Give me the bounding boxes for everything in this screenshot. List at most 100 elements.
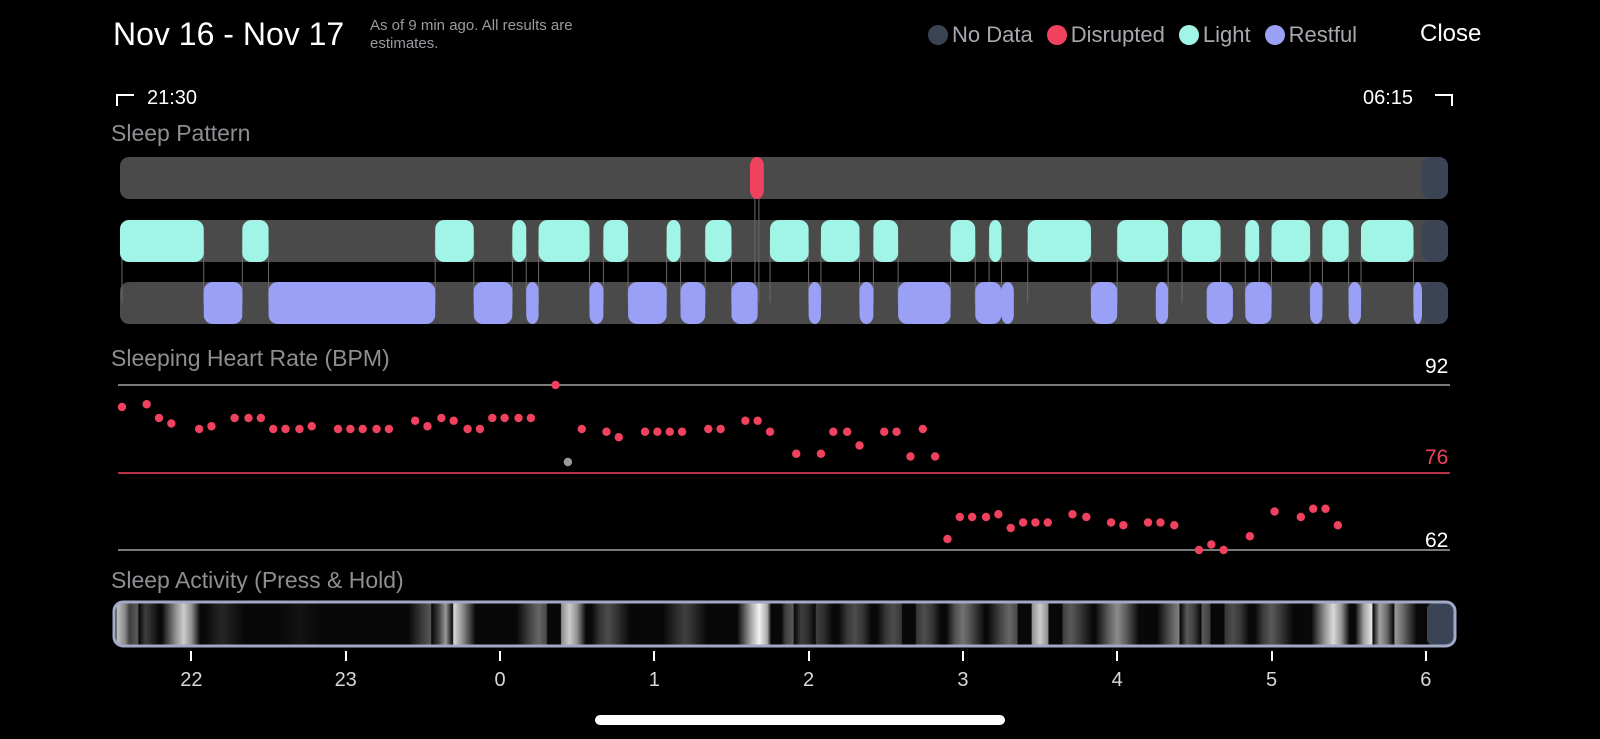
pattern-segment-light <box>242 220 269 262</box>
pattern-segment-light <box>1245 220 1260 262</box>
axis-tick-label: 2 <box>803 669 815 691</box>
hr-point <box>918 424 927 434</box>
hr-point <box>563 457 573 467</box>
hr-point <box>358 424 367 434</box>
hr-point <box>423 422 432 431</box>
hr-point <box>207 422 216 431</box>
heart-rate-label: Sleeping Heart Rate (BPM) <box>111 345 390 371</box>
pattern-segment-light <box>1027 220 1091 262</box>
hr-point <box>346 424 355 434</box>
hr-point <box>906 452 915 461</box>
hr-point <box>333 424 343 434</box>
hr-point <box>1207 540 1216 549</box>
pattern-segment-restful <box>473 282 513 324</box>
hr-point <box>551 380 560 390</box>
hr-point <box>167 419 176 428</box>
end-time: 06:15 <box>1363 87 1414 109</box>
axis-tick-label: 5 <box>1265 669 1278 691</box>
pattern-segment-restful <box>680 282 706 324</box>
pattern-segment-restful <box>808 282 821 324</box>
hr-point <box>117 402 127 412</box>
pattern-segment-disrupted <box>749 157 764 199</box>
hr-point <box>268 424 278 434</box>
axis-tick <box>190 651 193 661</box>
pattern-segment-light <box>873 220 899 262</box>
pattern-segment-restful <box>1245 282 1272 324</box>
hr-point <box>704 424 713 434</box>
legend-restful: Restful <box>1264 22 1358 48</box>
hr-point <box>1245 532 1255 541</box>
home-indicator[interactable] <box>595 715 1005 725</box>
hr-point <box>1043 518 1052 527</box>
hr-point <box>765 427 775 436</box>
hr-point <box>967 512 977 522</box>
legend-disrupted-label: Disrupted <box>1070 22 1165 47</box>
hr-point <box>1156 518 1165 527</box>
pattern-segment-light <box>1322 220 1349 262</box>
axis-tick <box>807 651 810 661</box>
hr-point <box>943 534 952 544</box>
axis-tick-label: 23 <box>334 669 357 691</box>
hr-point <box>577 424 586 434</box>
hr-point <box>855 441 864 450</box>
hr-point <box>281 424 290 434</box>
pattern-segment-light <box>705 220 732 262</box>
heart-rate-chart[interactable] <box>0 370 1600 560</box>
pattern-segment-restful <box>975 282 1002 324</box>
pattern-segment-restful <box>1090 282 1118 324</box>
hr-point <box>1068 510 1077 519</box>
hr-point <box>880 427 889 436</box>
hr-point <box>295 424 304 434</box>
hr-point <box>892 427 901 436</box>
sleep-pattern-chart[interactable] <box>0 150 1600 330</box>
pattern-segment-light <box>1182 220 1221 262</box>
axis-tick-label: 4 <box>1111 669 1123 691</box>
hr-point <box>256 413 266 423</box>
start-bracket-icon <box>116 94 134 106</box>
legend-restful-label: Restful <box>1288 22 1358 47</box>
axis-tick-label: 3 <box>957 669 969 691</box>
hr-point <box>1219 545 1228 555</box>
hr-point <box>1082 512 1091 522</box>
hr-point <box>1106 518 1116 527</box>
hr-point <box>829 427 838 436</box>
legend-no-data: No Data <box>928 22 1033 48</box>
page-title: Nov 16 - Nov 17 <box>113 16 345 52</box>
hr-point <box>1270 507 1279 516</box>
hr-point <box>665 427 674 436</box>
hr-point <box>384 424 394 434</box>
pattern-segment-light <box>1117 220 1169 262</box>
axis-tick <box>344 651 347 661</box>
sleep-activity-bar[interactable] <box>112 600 1457 648</box>
pattern-segment-restful <box>898 282 951 324</box>
pattern-segment-restful <box>1001 282 1014 324</box>
legend: No Data Disrupted Light Restful <box>928 22 1371 48</box>
pattern-segment-restful <box>589 282 604 324</box>
hr-min-label: 62 <box>1425 529 1449 552</box>
hr-point <box>194 424 204 434</box>
hr-point <box>449 416 458 425</box>
hr-point <box>640 427 650 436</box>
axis-tick <box>961 651 964 661</box>
legend-disrupted-swatch <box>1046 25 1067 45</box>
hr-point <box>716 424 725 434</box>
pattern-row-disrupted <box>120 157 1448 199</box>
hr-point <box>154 413 164 423</box>
legend-no-data-swatch <box>928 25 948 45</box>
hr-point <box>842 427 852 436</box>
axis-tick <box>653 651 656 661</box>
hr-point <box>753 416 762 425</box>
pattern-segment-light <box>989 220 1002 262</box>
pattern-segment-restful <box>1348 282 1361 324</box>
hr-avg-label: 76 <box>1425 446 1449 469</box>
pattern-segment-restful <box>526 282 539 324</box>
close-button[interactable]: Close <box>1420 20 1482 47</box>
pattern-segment-light <box>950 220 976 262</box>
hr-point <box>677 427 687 436</box>
hr-point <box>142 400 151 409</box>
hr-point <box>1143 518 1153 527</box>
hr-point <box>602 427 611 436</box>
hr-point <box>1006 523 1015 533</box>
hr-point <box>437 413 446 423</box>
axis-tick-label: 22 <box>180 669 203 691</box>
